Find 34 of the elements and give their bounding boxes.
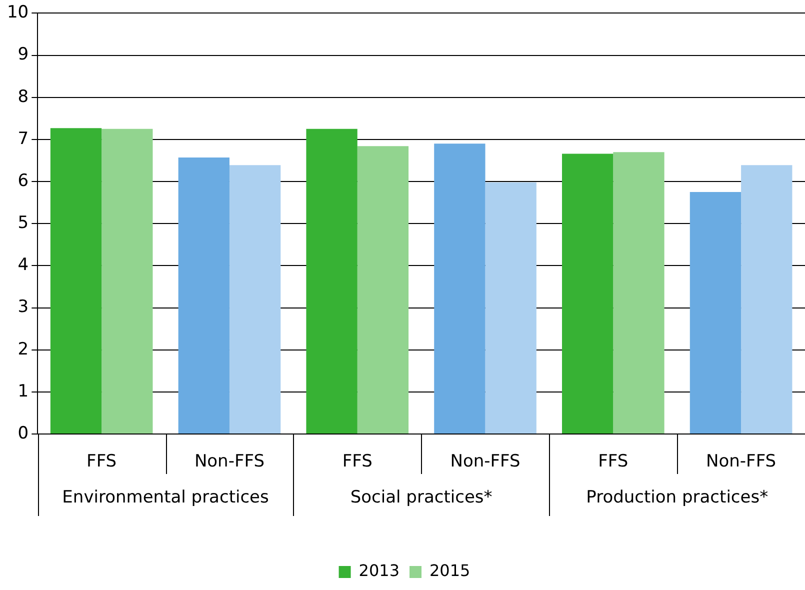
bar <box>613 152 664 434</box>
bar <box>562 154 614 434</box>
y-tick-label: 2 <box>18 339 29 360</box>
bar <box>690 192 742 434</box>
x-tick-label: Non-FFS <box>194 452 265 472</box>
y-tick-label: 1 <box>18 381 29 402</box>
y-tick-label: 6 <box>18 170 29 191</box>
bar <box>357 146 409 434</box>
x-tick-label: FFS <box>598 452 628 472</box>
y-tick-label: 9 <box>18 44 29 65</box>
bar <box>50 128 102 434</box>
legend-label: 2015 <box>430 561 470 580</box>
y-tick-label: 5 <box>18 213 29 234</box>
y-tick-label: 0 <box>18 423 29 444</box>
text: Environmental practices <box>62 487 270 508</box>
bar <box>434 144 486 434</box>
text: Social practices* <box>350 487 492 508</box>
bar <box>178 158 230 434</box>
legend-label: 2013 <box>358 561 400 580</box>
bar <box>485 182 536 434</box>
y-tick-label: 3 <box>18 297 29 318</box>
y-tick-label: 7 <box>18 128 29 149</box>
text: Production practices* <box>586 487 768 508</box>
bar <box>741 165 792 434</box>
y-tick-label: 10 <box>6 2 29 23</box>
y-tick-label: 4 <box>18 255 29 276</box>
x-tick-label: Non-FFS <box>706 452 776 472</box>
bar <box>229 165 281 434</box>
x-tick-label: Non-FFS <box>450 452 520 472</box>
x-tick-label: FFS <box>86 452 117 472</box>
bar <box>306 128 358 434</box>
x-tick-label: FFS <box>342 452 372 472</box>
y-tick-label: 8 <box>18 86 29 107</box>
bar <box>102 128 153 434</box>
